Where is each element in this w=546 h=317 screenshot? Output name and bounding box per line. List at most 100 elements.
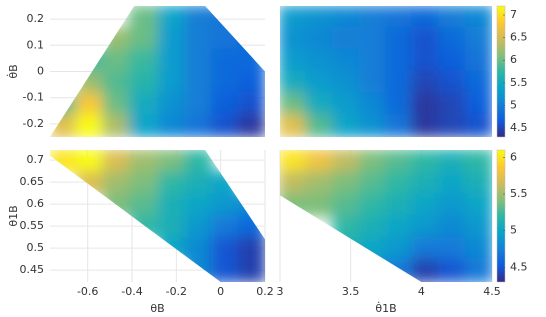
heatmap-cell xyxy=(210,70,240,95)
heatmap-cell xyxy=(305,26,334,51)
y-tick-label: 0.55 xyxy=(20,219,45,232)
heatmap-cell xyxy=(305,150,334,173)
heatmap-cell xyxy=(411,193,440,217)
heatmap-cell xyxy=(358,193,388,217)
heatmap-cell xyxy=(384,6,414,29)
heatmap-cell xyxy=(280,171,308,195)
heatmap-cell xyxy=(464,48,492,73)
heatmap-cell xyxy=(184,150,213,173)
heatmap-cell xyxy=(102,48,131,73)
heatmap xyxy=(50,150,265,282)
heatmap-cell xyxy=(384,259,414,282)
heatmap-cell xyxy=(305,193,334,217)
heatmap-cell xyxy=(384,150,414,173)
colorbar-tick-label: 5 xyxy=(510,224,517,237)
heatmap-cells xyxy=(50,150,265,282)
heatmap-cell xyxy=(411,70,440,95)
heatmap-cell xyxy=(102,92,131,117)
heatmap-cell xyxy=(184,70,213,95)
heatmap-cell xyxy=(237,92,265,117)
heatmap-cell xyxy=(411,237,440,261)
y-tick-label: -0.1 xyxy=(23,91,44,104)
heatmap-cell xyxy=(75,150,105,173)
heatmap-cell xyxy=(128,171,158,195)
heatmap-cell xyxy=(411,92,440,117)
y-tick-label: 0.1 xyxy=(27,38,45,51)
heatmap-cell xyxy=(75,92,105,117)
y-axis-label: θ̇B xyxy=(6,64,20,78)
heatmap-cell xyxy=(358,92,388,117)
colorbar-tick-label: 5 xyxy=(510,98,517,111)
heatmap-cell xyxy=(102,114,131,137)
heatmap-cell xyxy=(184,26,213,51)
colorbar-tick-label: 4.5 xyxy=(510,260,528,273)
heatmap-cell xyxy=(280,48,308,73)
heatmap-cell xyxy=(411,259,440,282)
heatmap-cell xyxy=(102,70,131,95)
heatmap-cell xyxy=(305,48,334,73)
heatmap-cell xyxy=(411,150,440,173)
heatmap-cell xyxy=(102,26,131,51)
heatmap-cell xyxy=(464,26,492,51)
heatmap-cell xyxy=(332,150,361,173)
heatmap-cell xyxy=(464,70,492,95)
heatmap-cell xyxy=(75,171,105,195)
heatmap-cell xyxy=(102,193,131,217)
heatmap-cell xyxy=(184,6,213,29)
heatmap-cell xyxy=(438,70,467,95)
heatmap-cell xyxy=(184,193,213,217)
heatmap xyxy=(280,6,492,137)
heatmap-cell xyxy=(438,26,467,51)
heatmap-cell xyxy=(280,114,308,137)
heatmap-cell xyxy=(358,48,388,73)
y-tick-label: 0.5 xyxy=(27,241,45,254)
heatmap-cell xyxy=(411,114,440,137)
x-tick-label: -0.4 xyxy=(121,285,142,298)
heatmap-cell xyxy=(280,92,308,117)
heatmap-cell xyxy=(332,215,361,239)
heatmap-cell xyxy=(184,48,213,73)
heatmap-cell xyxy=(358,6,388,29)
heatmap-cell xyxy=(184,215,213,239)
y-tick-label: -0.2 xyxy=(23,117,44,130)
heatmap-cell xyxy=(358,150,388,173)
heatmap-cell xyxy=(128,150,158,173)
heatmap-cell xyxy=(438,237,467,261)
heatmap-cell xyxy=(332,48,361,73)
heatmap-cell xyxy=(464,171,492,195)
heatmap-cell xyxy=(358,215,388,239)
heatmap-cell xyxy=(464,215,492,239)
heatmap-cell xyxy=(157,193,187,217)
y-tick-label: 0.45 xyxy=(20,263,45,276)
x-tick-label: 4.5 xyxy=(483,285,501,298)
heatmap-cell xyxy=(184,259,213,282)
heatmap-cell xyxy=(50,150,78,173)
heatmap-cell xyxy=(464,150,492,173)
colorbar-tick-label: 5.5 xyxy=(510,76,528,89)
x-tick-label: 0.2 xyxy=(256,285,274,298)
heatmap-cell xyxy=(280,6,308,29)
heatmap-cell xyxy=(411,171,440,195)
heatmap-cell xyxy=(438,48,467,73)
heatmap-cell xyxy=(332,6,361,29)
heatmap-cell xyxy=(128,114,158,137)
x-tick-label: -0.6 xyxy=(77,285,98,298)
heatmap-cell xyxy=(75,114,105,137)
heatmap-cell xyxy=(384,215,414,239)
y-axis-label: θ1B xyxy=(7,205,20,226)
x-tick-label: 3 xyxy=(277,285,284,298)
heatmap-cell xyxy=(237,259,265,282)
heatmap-cell xyxy=(411,26,440,51)
colorbar-tick-label: 5.5 xyxy=(510,187,528,200)
heatmap-cell xyxy=(128,70,158,95)
heatmap-cell xyxy=(157,70,187,95)
heatmap-cell xyxy=(280,193,308,217)
heatmap-cell xyxy=(184,114,213,137)
heatmap-cell xyxy=(237,237,265,261)
heatmap-cell xyxy=(332,92,361,117)
heatmap-cell xyxy=(305,70,334,95)
heatmap-cell xyxy=(438,193,467,217)
heatmap-cell xyxy=(384,171,414,195)
heatmap-cells xyxy=(280,6,492,137)
heatmap-cell xyxy=(305,6,334,29)
